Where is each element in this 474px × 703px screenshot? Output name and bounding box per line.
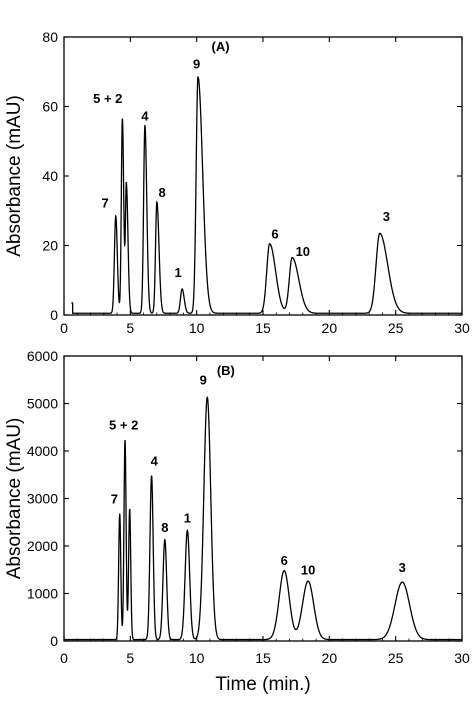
x-tick-label: 10 bbox=[189, 650, 205, 666]
chromatogram-trace bbox=[71, 75, 462, 314]
y-tick-label: 0 bbox=[50, 633, 58, 649]
y-axis-title: Absorbance (mAU) bbox=[4, 418, 25, 580]
y-tick-label: 5000 bbox=[27, 396, 58, 412]
peak-label: 4 bbox=[141, 108, 149, 123]
peak-label: 1 bbox=[184, 510, 191, 525]
x-axis-title: Time (min.) bbox=[215, 674, 310, 695]
x-tick-label: 0 bbox=[60, 650, 68, 666]
chromatogram-trace bbox=[64, 396, 462, 641]
peak-label: 7 bbox=[111, 491, 118, 506]
y-tick-label: 3000 bbox=[27, 491, 58, 507]
x-tick-label: 20 bbox=[322, 650, 338, 666]
peak-label: 7 bbox=[102, 195, 109, 210]
panel-a: 0 5 10 15 20 25 30 0 20 40 60 80 Absorbance (mAU) (A)… bbox=[4, 29, 470, 336]
y-tick-label: 20 bbox=[42, 238, 58, 254]
x-tick-label: 5 bbox=[126, 650, 134, 666]
y-tick-label: 4000 bbox=[27, 443, 58, 459]
peak-label: 6 bbox=[271, 227, 278, 242]
peak-label: 5 + 2 bbox=[109, 418, 138, 433]
x-tick-label: 25 bbox=[388, 650, 404, 666]
peak-label: 4 bbox=[151, 453, 159, 468]
peak-label: 8 bbox=[161, 520, 168, 535]
y-tick-label: 1000 bbox=[27, 586, 58, 602]
x-tick-label: 30 bbox=[454, 650, 470, 666]
peak-label: 5 + 2 bbox=[93, 91, 122, 106]
peak-label: 8 bbox=[159, 185, 166, 200]
x-tick-label: 5 bbox=[126, 320, 134, 336]
y-tick-label: 40 bbox=[42, 168, 58, 184]
peak-label: 3 bbox=[399, 560, 406, 575]
panel-b: 0 5 10 15 20 25 30 0 1000 2000 3000 4000 5000 6000 Abs… bbox=[4, 348, 470, 695]
peak-label: 6 bbox=[281, 553, 288, 568]
panel-label: (B) bbox=[217, 363, 235, 378]
peak-label: 1 bbox=[174, 265, 181, 280]
y-tick-label: 2000 bbox=[27, 538, 58, 554]
peak-label: 9 bbox=[193, 56, 200, 71]
panel-label: (A) bbox=[212, 39, 230, 54]
peak-label: 9 bbox=[200, 373, 207, 388]
peak-label: 10 bbox=[301, 563, 315, 578]
y-tick-label: 6000 bbox=[27, 348, 58, 364]
x-tick-label: 0 bbox=[60, 320, 68, 336]
peak-label: 10 bbox=[296, 244, 310, 259]
x-tick-label: 15 bbox=[255, 650, 271, 666]
peak-label: 3 bbox=[383, 209, 390, 224]
y-tick-label: 80 bbox=[42, 29, 58, 45]
x-tick-label: 10 bbox=[189, 320, 205, 336]
x-tick-label: 15 bbox=[255, 320, 271, 336]
y-tick-label: 60 bbox=[42, 99, 58, 115]
x-tick-label: 20 bbox=[322, 320, 338, 336]
x-tick-label: 25 bbox=[388, 320, 404, 336]
x-tick-label: 30 bbox=[454, 320, 470, 336]
y-axis-title: Absorbance (mAU) bbox=[4, 95, 25, 257]
y-tick-label: 0 bbox=[50, 307, 58, 323]
